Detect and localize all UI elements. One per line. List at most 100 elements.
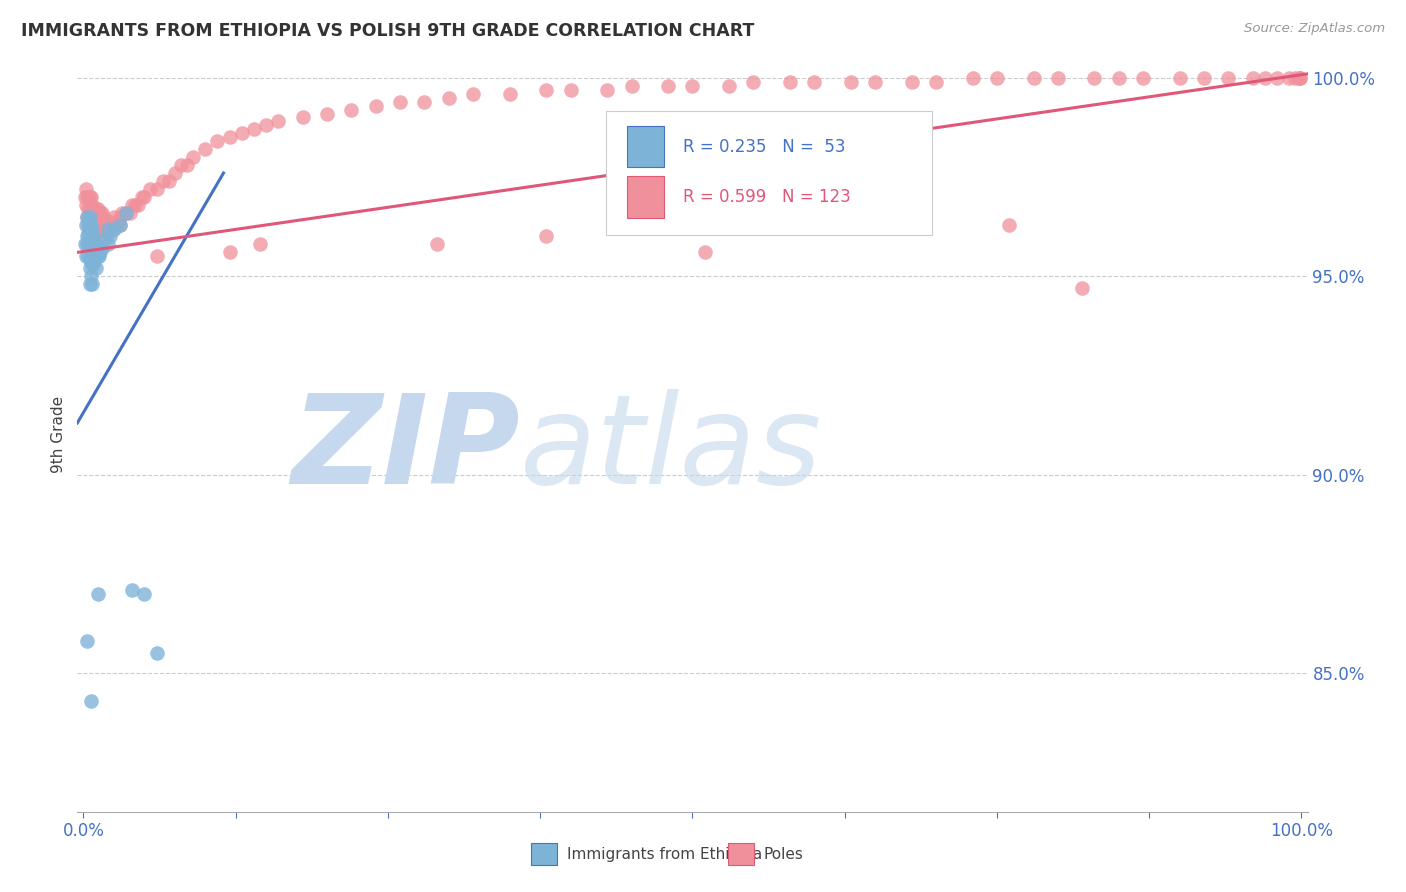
Point [91, 210, 114, 224]
Point [86, 205, 108, 219]
Point [77, 218, 100, 232]
Point [1168, 70, 1191, 85]
Point [75, 198, 97, 212]
Point [79, 218, 101, 232]
Point [152, 174, 174, 188]
Point [94, 218, 117, 232]
Point [1284, 70, 1306, 85]
Point [243, 122, 266, 136]
Point [620, 78, 643, 93]
Point [80, 693, 103, 707]
Point [103, 221, 125, 235]
Point [97, 226, 120, 240]
Point [364, 98, 387, 112]
Point [121, 198, 143, 212]
Point [83, 205, 105, 219]
Point [89, 205, 111, 219]
Point [79, 202, 101, 216]
Point [89, 205, 111, 219]
Point [145, 182, 167, 196]
Point [134, 190, 156, 204]
Text: Source: ZipAtlas.com: Source: ZipAtlas.com [1244, 22, 1385, 36]
Point [742, 75, 765, 89]
Point [84, 213, 107, 227]
Point [76, 210, 98, 224]
Point [77, 237, 100, 252]
Point [107, 213, 129, 227]
Point [111, 205, 134, 219]
Point [437, 90, 460, 104]
Point [77, 190, 100, 204]
Point [77, 213, 100, 227]
Text: atlas: atlas [520, 390, 823, 510]
Y-axis label: 9th Grade: 9th Grade [51, 396, 66, 474]
Point [76, 190, 98, 204]
Point [90, 205, 112, 219]
Point [426, 237, 449, 252]
Point [115, 205, 138, 219]
Text: ZIP: ZIP [291, 390, 520, 510]
Point [80, 245, 103, 260]
Point [1289, 70, 1312, 85]
Point [1241, 70, 1264, 85]
Text: IMMIGRANTS FROM ETHIOPIA VS POLISH 9TH GRADE CORRELATION CHART: IMMIGRANTS FROM ETHIOPIA VS POLISH 9TH G… [21, 22, 755, 40]
Point [84, 237, 107, 252]
Point [536, 83, 558, 97]
Point [87, 218, 110, 232]
Point [79, 234, 101, 248]
Point [76, 210, 98, 224]
Point [93, 213, 115, 227]
Point [80, 277, 103, 292]
Point [267, 114, 290, 128]
Point [124, 198, 146, 212]
Point [139, 182, 162, 196]
Point [79, 229, 101, 244]
Point [108, 210, 131, 224]
Point [925, 75, 948, 89]
Point [82, 202, 104, 216]
Point [75, 182, 97, 196]
Point [181, 150, 204, 164]
Point [1265, 70, 1288, 85]
Point [389, 95, 412, 109]
Point [98, 229, 121, 244]
Point [194, 142, 217, 156]
Point [170, 158, 193, 172]
Point [1192, 70, 1215, 85]
Point [87, 586, 110, 600]
Point [82, 257, 104, 271]
Point [80, 226, 103, 240]
Point [108, 218, 131, 232]
Point [889, 178, 911, 192]
Point [291, 111, 314, 125]
FancyBboxPatch shape [606, 111, 932, 235]
Point [80, 202, 103, 216]
Point [77, 226, 100, 240]
Point [76, 634, 98, 648]
Point [83, 253, 105, 268]
Point [77, 249, 100, 263]
Point [91, 221, 114, 235]
Point [1218, 70, 1240, 85]
Point [90, 241, 112, 255]
Point [1254, 70, 1277, 85]
Point [80, 229, 103, 244]
Point [657, 218, 679, 232]
Point [77, 202, 100, 216]
Point [176, 158, 198, 172]
Text: R = 0.599   N = 123: R = 0.599 N = 123 [683, 188, 851, 206]
Point [80, 221, 103, 235]
Point [115, 205, 138, 219]
Point [80, 257, 103, 271]
Point [131, 190, 153, 204]
Point [249, 237, 271, 252]
Point [80, 190, 103, 204]
Point [1108, 70, 1130, 85]
Point [82, 241, 104, 255]
FancyBboxPatch shape [627, 177, 664, 218]
Point [79, 253, 101, 268]
Point [986, 70, 1008, 85]
Point [998, 218, 1021, 232]
Point [75, 218, 97, 232]
Point [118, 205, 141, 219]
